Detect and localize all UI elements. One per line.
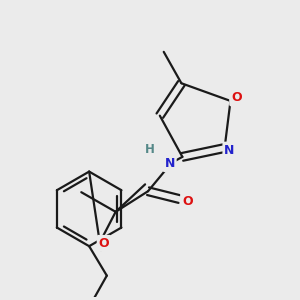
Text: O: O [182, 194, 193, 208]
Text: N: N [224, 143, 235, 157]
Text: O: O [99, 237, 109, 250]
Text: N: N [164, 157, 175, 170]
Text: O: O [231, 92, 242, 104]
Text: H: H [145, 142, 155, 155]
